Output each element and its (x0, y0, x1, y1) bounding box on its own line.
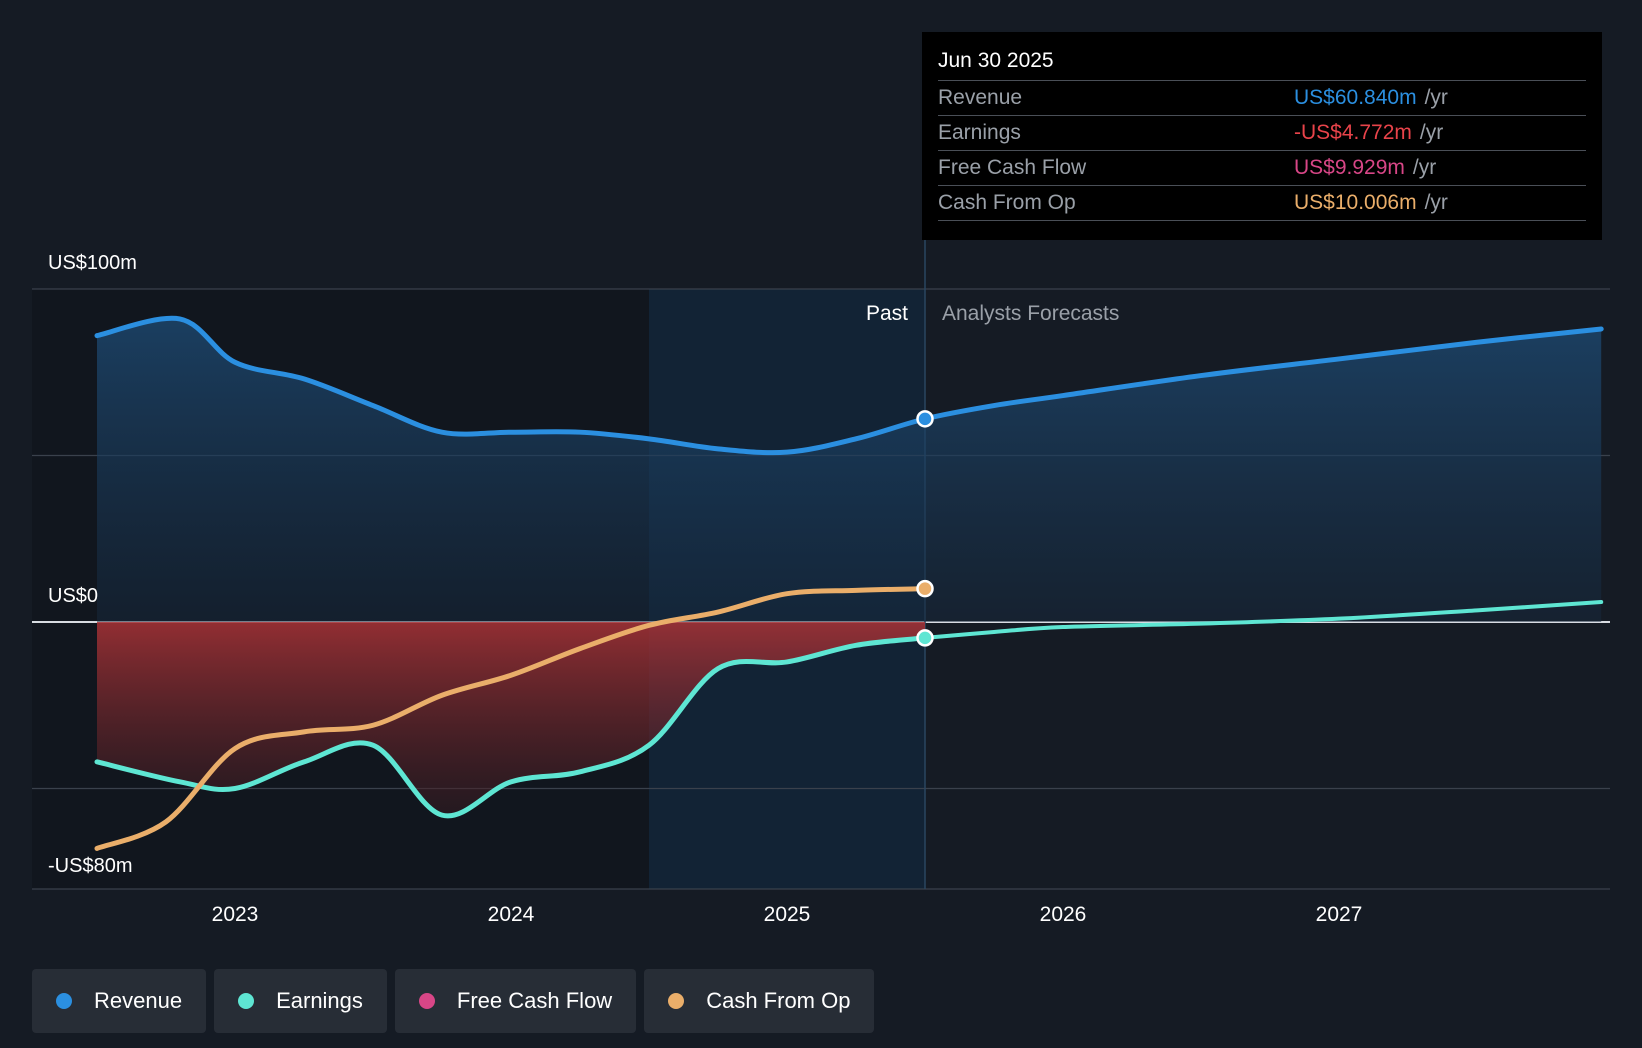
tooltip-unit: /yr (1424, 86, 1448, 109)
tooltip-label: Cash From Op (938, 191, 1076, 214)
legend-item-revenue[interactable]: Revenue (32, 969, 207, 1033)
tooltip-unit: /yr (1419, 121, 1444, 144)
revenue-marker (916, 410, 934, 428)
earnings-marker (916, 629, 934, 647)
tooltip-value: US$10.006m (1294, 191, 1417, 214)
x-axis-label: 2024 (488, 903, 535, 926)
tooltip-label: Revenue (938, 86, 1023, 109)
revenue-line (94, 315, 1604, 456)
tooltip-value: US$60.840m (1294, 86, 1417, 109)
tooltip-value: -US$4.772m (1294, 121, 1412, 144)
cash-from-op-line (94, 586, 928, 851)
tooltip-row-free-cash-flow: Free Cash Flow US$9.929m /yr (938, 151, 1586, 186)
legend-item-cash-from-op[interactable]: Cash From Op (644, 969, 875, 1033)
legend-label: Earnings (276, 988, 363, 1013)
legend-item-earnings[interactable]: Earnings (214, 969, 387, 1033)
earnings-line (94, 635, 928, 819)
revenue-area (97, 318, 1602, 622)
cash-from-op-marker (916, 579, 934, 598)
legend-label: Revenue (94, 988, 183, 1013)
tooltip-label: Free Cash Flow (938, 156, 1087, 179)
tooltip-row-revenue: Revenue US$60.840m /yr (938, 81, 1586, 116)
earnings-forecast-line (923, 600, 1604, 640)
tooltip-value: US$9.929m (1294, 156, 1405, 179)
tooltip-label: Earnings (938, 121, 1021, 144)
y-axis-label: US$0 (48, 585, 98, 607)
earnings-area (97, 622, 925, 816)
legend-label: Free Cash Flow (456, 988, 613, 1013)
legend-dot-cash-from-op (668, 993, 685, 1009)
x-axis-label: 2027 (1316, 903, 1363, 926)
y-axis-label: -US$80m (48, 855, 132, 877)
legend-label: Cash From Op (706, 988, 851, 1013)
legend-dot-revenue (56, 993, 72, 1009)
x-axis-label: 2026 (1040, 903, 1087, 926)
legend-dot-free-cash-flow (418, 993, 435, 1009)
tooltip-row-cash-from-op: Cash From Op US$10.006m /yr (938, 186, 1586, 221)
legend-dot-earnings (238, 993, 255, 1009)
x-axis-label: 2025 (764, 903, 811, 926)
tooltip-date: Jun 30 2025 (938, 46, 1586, 81)
y-axis-label: US$100m (48, 252, 137, 274)
forecast-label: Analysts Forecasts (942, 302, 1119, 325)
tooltip-row-earnings: Earnings -US$4.772m /yr (938, 116, 1586, 151)
data-tooltip: Jun 30 2025 Revenue US$60.840m /yr Earni… (922, 32, 1602, 240)
tooltip-unit: /yr (1412, 156, 1437, 179)
past-label: Past (866, 302, 908, 325)
chart-legend: Revenue Earnings Free Cash Flow Cash Fro… (32, 969, 875, 1033)
legend-item-free-cash-flow[interactable]: Free Cash Flow (394, 969, 637, 1033)
x-axis-label: 2023 (212, 903, 259, 926)
tooltip-unit: /yr (1424, 191, 1448, 214)
